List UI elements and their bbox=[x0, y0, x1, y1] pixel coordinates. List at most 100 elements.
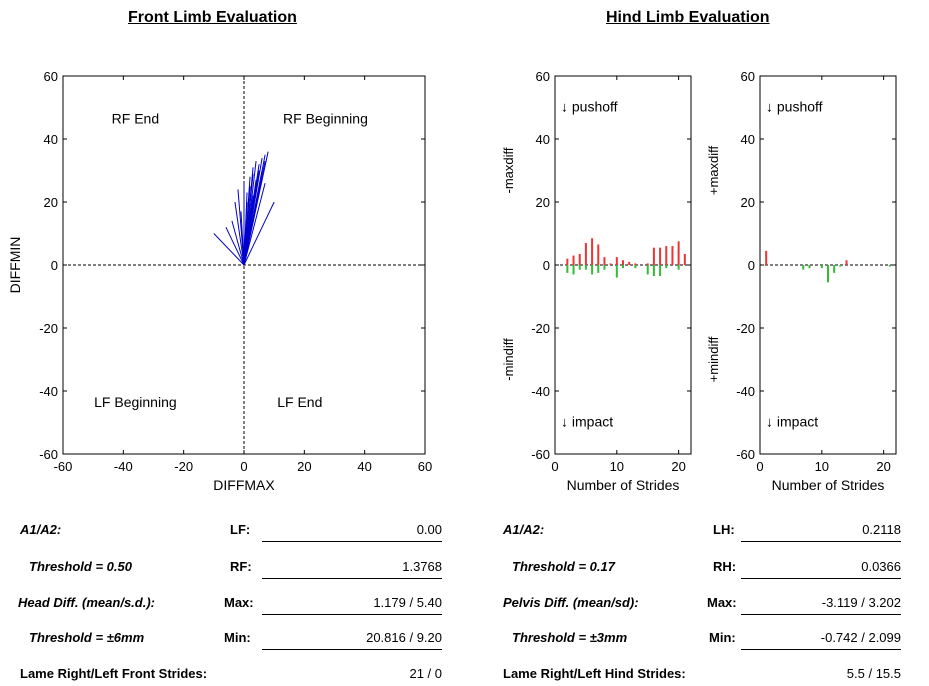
quadrant-label-top-right: RF Beginning bbox=[283, 110, 368, 126]
stride-bar bbox=[646, 265, 649, 275]
y-tick-label: -60 bbox=[531, 447, 550, 462]
x-axis-label: Number of Strides bbox=[567, 477, 680, 493]
y-tick-label: 60 bbox=[44, 69, 58, 84]
stride-vector bbox=[243, 195, 254, 266]
hind-stat-value: 0.0366 bbox=[861, 559, 901, 574]
front-stat-underline bbox=[262, 578, 442, 579]
x-axis-label: Number of Strides bbox=[772, 477, 885, 493]
x-tick-label: 0 bbox=[551, 459, 558, 474]
impact-annotation: ↓ impact bbox=[766, 414, 818, 430]
front-stat-key: RF: bbox=[230, 559, 252, 574]
y-tick-label: 20 bbox=[741, 195, 755, 210]
stride-bar bbox=[572, 255, 575, 265]
stride-vector bbox=[234, 201, 245, 266]
x-tick-label: 0 bbox=[756, 459, 763, 474]
x-tick-label: 0 bbox=[240, 459, 247, 474]
front-stat-value: 1.3768 bbox=[402, 559, 442, 574]
hind-stat-underline bbox=[741, 541, 901, 542]
stride-vector bbox=[243, 151, 269, 266]
stride-bar bbox=[578, 265, 581, 270]
front-stat-label: Lame Right/Left Front Strides: bbox=[20, 666, 208, 681]
hind-stat-label: Threshold = ±3mm bbox=[512, 630, 628, 645]
x-tick-label: 20 bbox=[297, 459, 311, 474]
front-stat-label: Head Diff. (mean/s.d.): bbox=[18, 595, 156, 610]
front-stat-underline bbox=[262, 541, 442, 542]
stride-bar bbox=[628, 261, 631, 265]
stride-bar bbox=[584, 265, 587, 270]
stride-bar bbox=[683, 253, 686, 265]
stride-bar bbox=[603, 257, 606, 265]
front-limb-chart: -60 -40 -20 0 20 40 60 -60 -40 -20 0 20 40 60 DIFFMAX D… bbox=[7, 69, 432, 493]
x-tick-label: 10 bbox=[610, 459, 624, 474]
hind-stat-value: 5.5 / 15.5 bbox=[846, 666, 901, 681]
stride-bar bbox=[603, 265, 606, 270]
stride-bar bbox=[765, 250, 768, 265]
x-tick-label: 20 bbox=[671, 459, 685, 474]
y-axis-label: DIFFMIN bbox=[7, 237, 23, 294]
front-limb-title: Front Limb Evaluation bbox=[128, 9, 297, 26]
stride-vector bbox=[231, 220, 245, 266]
hind-limb-title: Hind Limb Evaluation bbox=[606, 9, 770, 26]
stride-bar bbox=[584, 242, 587, 265]
stride-bar bbox=[827, 265, 829, 283]
stride-bar bbox=[833, 265, 836, 273]
front-stat-key: Max: bbox=[224, 595, 254, 610]
hind-stat-underline bbox=[741, 614, 901, 615]
front-stat-value: 21 / 0 bbox=[409, 666, 442, 681]
stride-bar bbox=[622, 260, 624, 265]
y-axis-label-bottom: -mindiff bbox=[501, 338, 516, 381]
x-tick-label: -20 bbox=[174, 459, 193, 474]
front-stat-key: LF: bbox=[230, 522, 251, 537]
stride-bar bbox=[652, 265, 655, 277]
y-axis-label-top: -maxdiff bbox=[501, 147, 516, 193]
hind-stat-value: -0.742 / 2.099 bbox=[820, 630, 901, 645]
quadrant-label-bottom-right: LF End bbox=[277, 394, 322, 410]
stride-bar bbox=[665, 246, 668, 265]
x-tick-label: 20 bbox=[876, 459, 890, 474]
stride-bar bbox=[839, 265, 842, 267]
y-tick-label: 0 bbox=[51, 258, 58, 273]
stride-bar bbox=[646, 263, 649, 265]
y-tick-label: 0 bbox=[748, 258, 755, 273]
hind-limb-right-chart: 0 10 20 -60 -40 -20 0 20 40 60 Number of Strides +m… bbox=[706, 69, 897, 493]
front-stat-underline bbox=[262, 649, 442, 650]
stride-bar bbox=[888, 265, 891, 267]
front-stat-key: Min: bbox=[224, 630, 251, 645]
stride-bar bbox=[659, 247, 662, 265]
front-stat-value: 0.00 bbox=[416, 522, 442, 537]
stride-bar bbox=[566, 258, 569, 265]
stride-bar bbox=[808, 265, 811, 269]
stride-bar bbox=[566, 265, 569, 273]
y-tick-label: -20 bbox=[531, 321, 550, 336]
stride-bar bbox=[622, 265, 624, 269]
stride-bar bbox=[615, 265, 618, 278]
quadrant-label-top-left: RF End bbox=[112, 110, 159, 126]
hind-stat-label: A1/A2: bbox=[503, 522, 545, 537]
front-stat-label: A1/A2: bbox=[20, 522, 62, 537]
y-tick-label: 40 bbox=[44, 132, 58, 147]
x-tick-label: -40 bbox=[114, 459, 133, 474]
hind-stat-key: LH: bbox=[713, 522, 735, 537]
hind-stat-key: Max: bbox=[707, 595, 737, 610]
stride-bar bbox=[572, 265, 575, 275]
x-tick-label: 40 bbox=[357, 459, 371, 474]
x-tick-label: -60 bbox=[54, 459, 73, 474]
stride-bar bbox=[677, 265, 680, 270]
stride-vector bbox=[243, 201, 275, 266]
hind-stat-underline bbox=[741, 649, 901, 650]
y-tick-label: -40 bbox=[39, 384, 58, 399]
x-tick-label: 60 bbox=[418, 459, 432, 474]
stride-vector bbox=[243, 201, 248, 266]
hind-stat-value: -3.119 / 3.202 bbox=[821, 595, 901, 610]
stride-bar bbox=[634, 263, 637, 265]
x-axis-label: DIFFMAX bbox=[213, 477, 275, 493]
hind-stat-label: Threshold = 0.17 bbox=[512, 559, 615, 574]
hind-stat-label: Lame Right/Left Hind Strides: bbox=[503, 666, 686, 681]
hind-stat-label: Pelvis Diff. (mean/sd): bbox=[503, 595, 639, 610]
y-tick-label: 40 bbox=[741, 132, 755, 147]
x-tick-label: 10 bbox=[815, 459, 829, 474]
stride-bar bbox=[597, 244, 600, 265]
pushoff-annotation: ↓ pushoff bbox=[561, 99, 618, 115]
stride-bar bbox=[845, 260, 848, 265]
stride-bar bbox=[597, 265, 600, 273]
